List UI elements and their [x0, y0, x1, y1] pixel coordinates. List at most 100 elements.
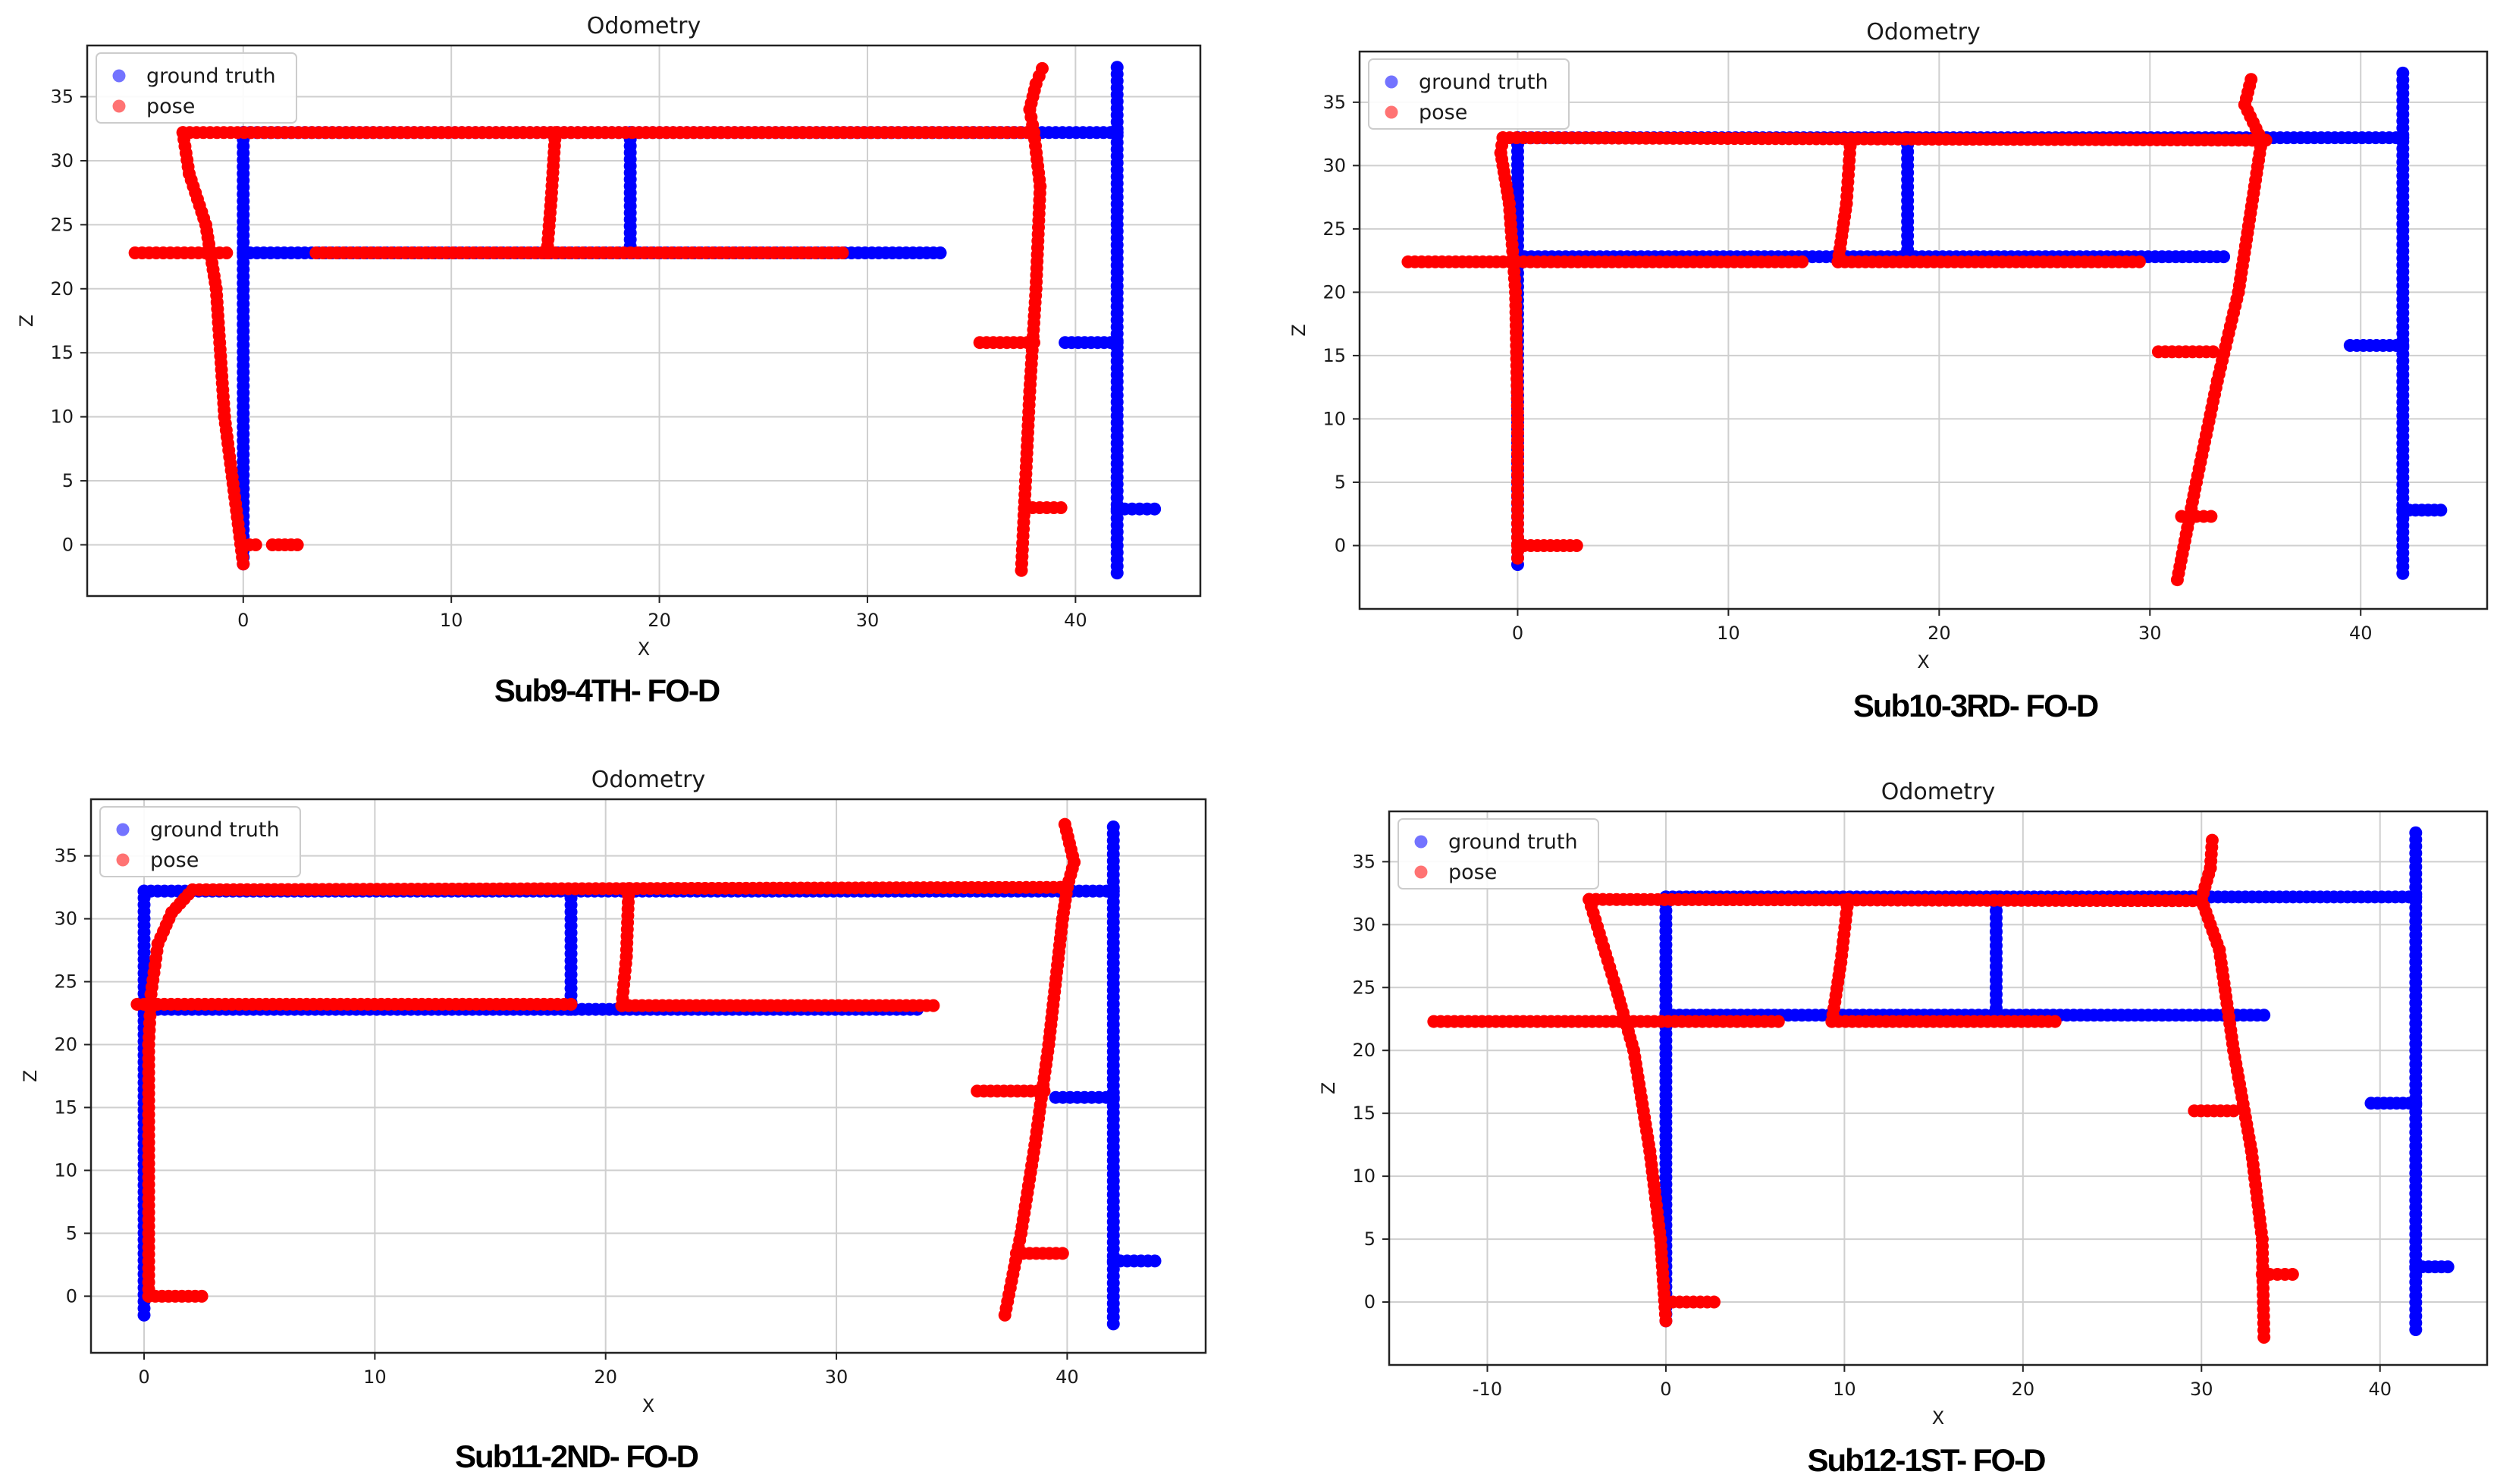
y-tick-label: 0: [1364, 1291, 1376, 1313]
legend: ground truth pose: [96, 52, 297, 124]
data-point: [2244, 73, 2258, 86]
y-tick-label: 25: [1322, 218, 1346, 240]
x-axis-label: X: [642, 1395, 654, 1417]
x-tick-label: 0: [1512, 623, 1523, 644]
data-point: [1110, 336, 1124, 350]
x-tick-label: 20: [594, 1366, 617, 1388]
y-tick-label: 0: [1335, 535, 1346, 556]
x-tick-label: 40: [1064, 610, 1087, 631]
legend-box: [1398, 818, 1599, 889]
data-point: [1106, 1090, 1120, 1104]
x-tick-label: 30: [2190, 1379, 2213, 1400]
data-point: [1148, 1254, 1162, 1268]
data-point: [927, 999, 940, 1012]
y-tick-label: 20: [50, 278, 74, 300]
data-point: [2048, 1015, 2062, 1028]
data-point: [2257, 1009, 2271, 1022]
data-point: [836, 246, 849, 260]
x-tick-label: 10: [363, 1366, 387, 1388]
legend-label: pose: [146, 95, 195, 118]
y-tick-label: 30: [54, 908, 77, 930]
x-tick-label: 30: [2138, 623, 2162, 644]
data-point: [2217, 250, 2231, 264]
data-point: [2396, 339, 2410, 353]
series-ground-truth: [137, 820, 1162, 1331]
x-tick-label: 20: [2012, 1379, 2035, 1400]
y-tick-label: 15: [54, 1097, 77, 1118]
data-point: [220, 246, 234, 260]
series-pose: [128, 61, 1068, 577]
y-tick-label: 25: [54, 971, 77, 993]
legend-marker: [112, 69, 126, 83]
chart-title: Odometry: [587, 13, 701, 39]
legend-marker: [116, 853, 130, 867]
x-tick-label: 0: [138, 1366, 149, 1388]
x-tick-label: 30: [825, 1366, 849, 1388]
x-tick-label: 10: [1717, 623, 1740, 644]
legend-box: [96, 52, 297, 124]
chart-panel-4: -10 0 10 20 30 40 0 5 10 15 20 25 30 35 Odometry X Z Sub1…: [1318, 779, 2489, 1478]
data-point: [2132, 255, 2146, 268]
x-axis-label: X: [638, 638, 650, 660]
data-point: [2204, 510, 2218, 523]
y-tick-label: 0: [66, 1285, 77, 1307]
y-tick-label: 35: [50, 86, 74, 108]
data-point: [1708, 1295, 1721, 1309]
x-tick-label: 30: [856, 610, 880, 631]
y-tick-label: 5: [66, 1222, 77, 1244]
y-tick-label: 15: [1352, 1103, 1376, 1124]
data-point: [1841, 893, 1855, 906]
series-pose: [130, 817, 1081, 1322]
x-tick-label: 20: [648, 610, 671, 631]
y-tick-label: 10: [54, 1159, 77, 1181]
data-point: [1054, 501, 1068, 515]
y-tick-label: 20: [1322, 281, 1346, 303]
legend-box: [1368, 58, 1570, 130]
y-axis-label: Z: [16, 315, 37, 327]
x-tick-label: 40: [1056, 1366, 1079, 1388]
y-axis-label: Z: [1288, 324, 1310, 336]
data-point: [2285, 1268, 2299, 1282]
chart-panel-2: 0 10 20 30 40 0 5 10 15 20 25 30 35 Odometry X Z Sub10-3…: [1288, 19, 2489, 723]
data-point: [2441, 1260, 2455, 1274]
data-point: [2409, 1097, 2423, 1110]
legend-label: pose: [1448, 861, 1497, 884]
data-point: [548, 126, 562, 140]
y-tick-label: 30: [50, 150, 74, 171]
data-point: [1771, 1015, 1785, 1028]
data-point: [1570, 538, 1583, 552]
data-point: [2207, 345, 2220, 359]
series-pose: [1401, 73, 2273, 587]
legend-marker: [112, 99, 126, 113]
data-point: [1148, 502, 1162, 516]
data-point: [1844, 132, 1858, 146]
data-point: [249, 538, 262, 551]
data-point: [1796, 255, 1809, 268]
y-tick-label: 25: [50, 214, 74, 235]
y-tick-label: 30: [1322, 155, 1346, 176]
data-point: [1106, 820, 1120, 833]
legend-label: ground truth: [150, 818, 280, 842]
legend-label: pose: [1419, 101, 1467, 124]
y-tick-label: 5: [62, 470, 74, 491]
y-tick-label: 5: [1364, 1228, 1376, 1250]
legend-marker: [1414, 835, 1428, 849]
axes-frame: [1388, 810, 2489, 1366]
y-tick-label: 10: [1322, 408, 1346, 429]
legend-label: ground truth: [146, 64, 276, 88]
data-point: [2396, 66, 2410, 80]
x-axis-label: X: [1917, 651, 1929, 673]
data-point: [622, 882, 635, 896]
x-tick-label: 20: [1928, 623, 1951, 644]
data-point: [564, 997, 578, 1011]
y-tick-label: 25: [1352, 977, 1376, 998]
panel-caption: Sub12-1ST- FO-D: [1807, 1442, 2045, 1478]
legend: ground truth pose: [99, 806, 301, 877]
y-tick-label: 30: [1352, 914, 1376, 935]
y-tick-label: 15: [50, 342, 74, 363]
y-axis-label: Z: [1318, 1082, 1339, 1094]
data-layer: [130, 817, 1162, 1331]
x-tick-label: 10: [1833, 1379, 1856, 1400]
chart-panel-3: 0 10 20 30 40 0 5 10 15 20 25 30 35 Odometry X Z Sub11-2…: [20, 767, 1207, 1474]
data-layer: [1427, 826, 2455, 1344]
